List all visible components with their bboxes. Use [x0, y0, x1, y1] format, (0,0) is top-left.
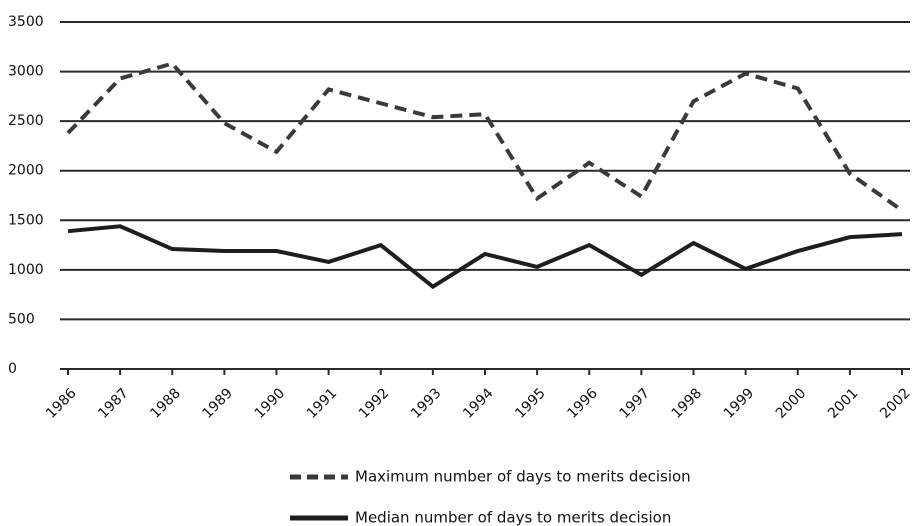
legend-label: Median number of days to merits decision: [355, 509, 671, 526]
x-tick-label: 1999: [721, 385, 758, 422]
x-tick-label: 1991: [304, 385, 341, 422]
x-tick-label: 1989: [200, 385, 237, 422]
y-tick-label: 3000: [8, 64, 44, 80]
x-tick-label: 1993: [408, 385, 445, 422]
x-tick-label: 1998: [669, 385, 706, 422]
y-tick-label: 500: [8, 311, 35, 327]
x-tick-label: 1990: [252, 385, 289, 422]
x-tick-label: 1986: [43, 385, 80, 422]
line-series: [66, 61, 904, 213]
y-tick-label: 3500: [8, 14, 44, 30]
legend-label: Maximum number of days to merits decisio…: [355, 468, 691, 486]
x-tick-label: 1988: [147, 385, 184, 422]
line-series: [67, 224, 903, 290]
x-tick-label: 1997: [617, 385, 654, 422]
x-tick-label: 1995: [512, 385, 549, 422]
x-tick-label: 1994: [460, 385, 497, 422]
y-tick-label: 1000: [8, 262, 44, 278]
x-tick-label: 2002: [877, 385, 914, 422]
x-tick-label: 2000: [773, 385, 810, 422]
x-tick-label: 1992: [356, 385, 393, 422]
y-tick-label: 2500: [8, 113, 44, 129]
y-tick-label: 2000: [8, 163, 44, 179]
x-tick-label: 2001: [825, 385, 862, 422]
y-tick-label: 1500: [8, 212, 44, 228]
x-tick-label: 1996: [564, 385, 601, 422]
y-tick-label: 0: [8, 361, 17, 377]
x-tick-label: 1987: [95, 385, 132, 422]
